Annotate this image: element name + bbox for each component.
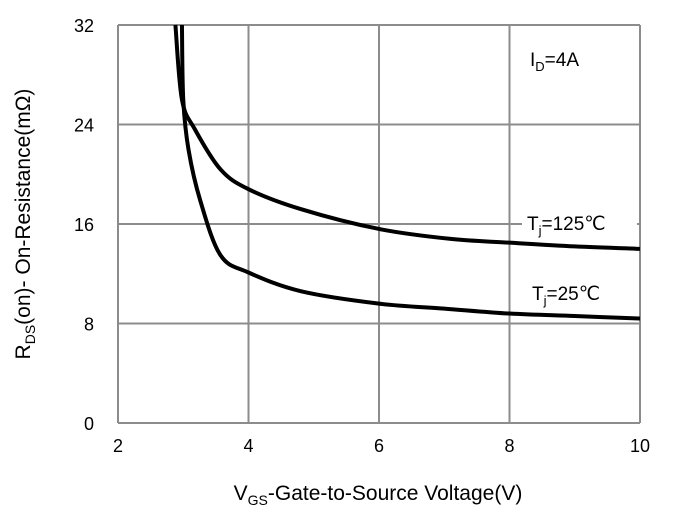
x-axis-label: VGS-Gate-to-Source Voltage(V) — [234, 482, 523, 508]
grid — [117, 24, 641, 424]
series-label-25: Tj=25℃ — [532, 284, 600, 308]
series-label-125: Tj=125℃ — [527, 214, 606, 238]
y-tick-label: 16 — [74, 215, 94, 235]
series-line-0 — [173, 24, 641, 251]
x-tick-label: 10 — [630, 436, 650, 456]
x-tick-label: 2 — [113, 436, 123, 456]
series-label-bg — [522, 205, 637, 235]
x-tick-label: 8 — [504, 436, 514, 456]
x-tick-label: 6 — [374, 436, 384, 456]
series-line-1 — [179, 24, 641, 321]
y-tick-label: 32 — [74, 16, 94, 36]
x-tick-label: 4 — [243, 436, 253, 456]
y-tick-label: 8 — [84, 315, 94, 335]
annotation-id: ID=4A — [530, 50, 579, 74]
y-tick-label: 0 — [84, 414, 94, 434]
y-tick-label: 24 — [74, 116, 94, 136]
series-lines — [173, 24, 641, 321]
y-axis-label: RDS(on)- On-Resistance(mΩ) — [12, 89, 38, 360]
